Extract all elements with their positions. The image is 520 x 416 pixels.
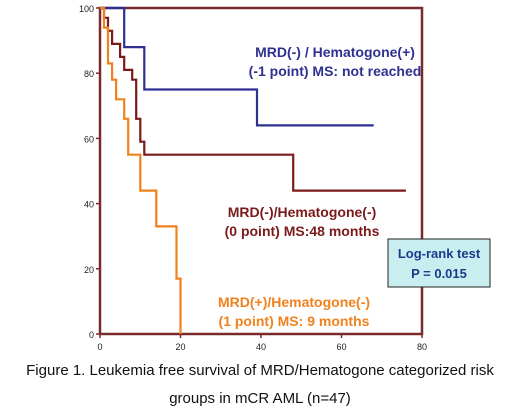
annotations: MRD(-) / Hematogone(+) (-1 point) MS: not… (218, 44, 491, 329)
series-annotation-1: MRD(-) / Hematogone(+) (255, 44, 415, 60)
stat-box (387, 238, 491, 288)
x-tick-label: 40 (256, 342, 266, 352)
series-line-3 (100, 6, 182, 334)
series-annotation-2: MRD(-)/Hematogone(-) (228, 204, 377, 220)
y-tick-label: 80 (84, 69, 94, 79)
x-tick-label: 20 (175, 342, 185, 352)
series-lines (100, 6, 406, 334)
stat-box-value: P = 0.015 (411, 266, 467, 281)
series-annotation-2: (0 point) MS:48 months (225, 223, 380, 239)
series-annotation-3: MRD(+)/Hematogone(-) (218, 294, 370, 310)
y-tick-label: 100 (79, 4, 94, 14)
x-tick-label: 60 (336, 342, 346, 352)
axes: 0 20 40 60 80 100 0 20 40 60 80 (79, 4, 427, 352)
y-tick-label: 0 (89, 330, 94, 340)
series-line-1 (100, 6, 374, 127)
series-annotation-3: (1 point) MS: 9 months (219, 313, 370, 329)
y-tick-label: 60 (84, 134, 94, 144)
y-tick-label: 40 (84, 200, 94, 210)
series-line-2 (100, 6, 406, 192)
series-annotation-1: (-1 point) MS: not reached (249, 63, 422, 79)
x-tick-label: 80 (417, 342, 427, 352)
figure-caption-line1: Figure 1. Leukemia free survival of MRD/… (26, 362, 494, 379)
x-tick-label: 0 (97, 342, 102, 352)
survival-chart: 0 20 40 60 80 100 0 20 40 60 80 MRD(-) / Hematogon… (79, 4, 491, 352)
figure-caption-line2: groups in mCR AML (n=47) (169, 390, 351, 407)
y-tick-label: 20 (84, 265, 94, 275)
stat-box-title: Log-rank test (398, 246, 481, 261)
